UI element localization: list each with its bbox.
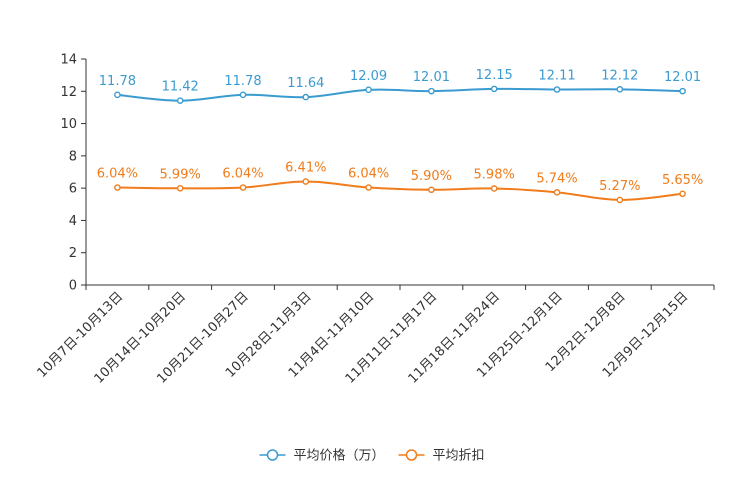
legend[interactable]: 平均价格（万） 平均折扣 <box>259 448 485 464</box>
y-tick-label: 14 <box>60 53 77 68</box>
data-point[interactable] <box>553 189 561 196</box>
data-label: 6.41% <box>285 161 326 176</box>
series-layer <box>114 85 686 204</box>
y-tick-label: 10 <box>60 117 77 132</box>
data-label: 5.74% <box>536 171 577 186</box>
data-point[interactable] <box>490 85 498 93</box>
data-point[interactable] <box>239 91 247 99</box>
series-line <box>117 180 683 201</box>
legend-label: 平均价格（万） <box>294 448 385 464</box>
data-point[interactable] <box>176 185 184 192</box>
data-label: 12.11 <box>538 69 575 84</box>
data-label: 12.01 <box>413 70 450 85</box>
data-label: 11.78 <box>99 74 136 89</box>
data-label: 11.64 <box>287 76 324 91</box>
data-label: 6.04% <box>222 166 263 181</box>
data-label: 12.01 <box>664 70 701 85</box>
data-point[interactable] <box>616 196 624 204</box>
data-point[interactable] <box>428 186 435 194</box>
y-tick-label: 2 <box>69 246 77 261</box>
legend-item-avg-price[interactable]: 平均价格（万） <box>259 448 385 464</box>
series-line <box>117 87 683 102</box>
data-point[interactable] <box>616 86 624 93</box>
data-point[interactable] <box>176 97 184 104</box>
data-labels: 11.78 11.42 11.78 11.64 12.09 12.01 12.15 12.11… <box>97 68 704 194</box>
data-point[interactable] <box>553 86 561 93</box>
data-point[interactable] <box>679 87 686 95</box>
data-label: 6.04% <box>348 166 389 181</box>
y-tick-label: 12 <box>60 85 77 100</box>
series-avg-price <box>114 85 686 104</box>
data-point[interactable] <box>679 190 686 198</box>
legend-marker-icon <box>266 449 279 461</box>
data-point[interactable] <box>365 184 372 191</box>
data-point[interactable] <box>302 93 310 101</box>
data-point[interactable] <box>490 185 498 192</box>
data-point[interactable] <box>365 86 372 94</box>
data-point[interactable] <box>428 87 435 95</box>
data-label: 6.04% <box>97 166 138 181</box>
data-label: 12.15 <box>476 68 513 83</box>
legend-marker-icon <box>405 449 418 461</box>
data-label: 5.65% <box>662 173 703 188</box>
data-point[interactable] <box>114 91 121 99</box>
data-label: 12.12 <box>601 68 638 83</box>
data-point[interactable] <box>239 184 247 191</box>
data-label: 11.78 <box>224 74 261 89</box>
legend-item-avg-discount[interactable]: 平均折扣 <box>398 449 485 464</box>
legend-label: 平均折扣 <box>433 449 485 464</box>
axes: 0246810121410月7日-10月13日10月14日-10月20日10月2… <box>35 53 715 387</box>
data-label: 11.42 <box>162 80 199 95</box>
data-label: 5.98% <box>474 167 515 182</box>
data-label: 5.99% <box>160 167 201 182</box>
series-avg-discount <box>114 178 686 204</box>
data-label: 5.27% <box>599 179 640 194</box>
y-tick-label: 4 <box>69 214 77 229</box>
data-label: 5.90% <box>411 169 452 184</box>
data-point[interactable] <box>114 184 121 191</box>
y-tick-label: 0 <box>69 279 77 294</box>
y-tick-label: 6 <box>69 182 77 197</box>
data-point[interactable] <box>302 178 310 185</box>
data-label: 12.09 <box>350 69 387 84</box>
y-tick-label: 8 <box>69 149 77 164</box>
